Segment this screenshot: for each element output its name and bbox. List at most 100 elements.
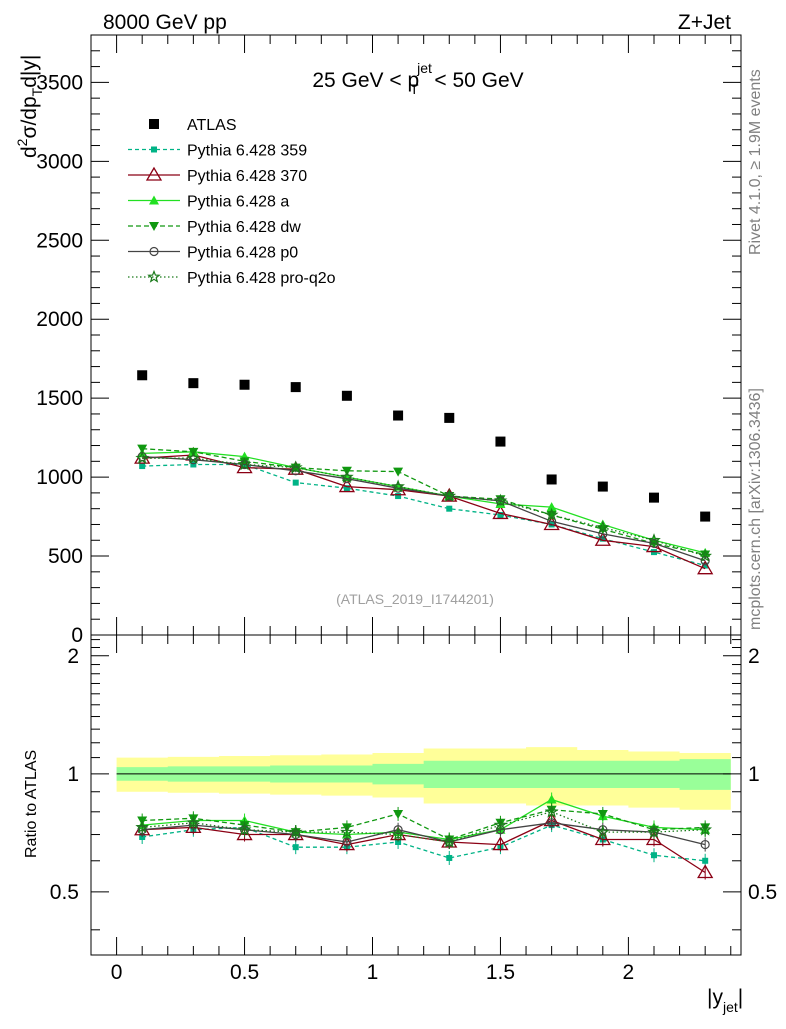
ratio-pythia-6-428-359-point [292, 844, 299, 851]
main-pythia-6-428-pro-q2o-line [142, 457, 706, 557]
main-pythia-6-428-p0-line [142, 455, 706, 562]
main-atlas-point [393, 410, 404, 421]
ratio-uncertainty-band-inner [116, 759, 731, 790]
mcplots-label: mcplots.cern.ch [arXiv:1306.3436] [747, 388, 764, 630]
main-atlas-point [290, 382, 301, 393]
main-atlas-point [648, 492, 659, 503]
ratio-xtick-label: 2 [623, 961, 635, 984]
ratio-pythia-6-428-359-point [139, 833, 146, 840]
ratio-xtick-label: 0 [111, 961, 123, 984]
main-pythia-6-428-pro-q2o-point [698, 548, 713, 562]
main-atlas-point [188, 378, 199, 389]
ratio-pythia-6-428-370-point [645, 831, 663, 846]
ratio-ylabel: Ratio to ATLAS [23, 750, 40, 858]
ratio-pythia-6-428-p0-line [142, 822, 706, 846]
ratio-pythia-6-428-pro-q2o-line [142, 811, 706, 843]
ratio-pythia-6-428-pro-q2o-point [442, 834, 457, 848]
main-pythia-6-428-359-point [599, 535, 606, 542]
ratio-pythia-6-428-359-point [446, 854, 453, 861]
ratio-pythia-6-428-370-point [594, 831, 611, 846]
legend-pythia-6-428-359-label: Pythia 6.428 359 [187, 143, 307, 160]
main-pythia-6-428-pro-q2o-point [340, 469, 354, 484]
ratio-pythia-6-428-pro-q2o-point [698, 822, 713, 836]
ratio-pythia-6-428-pro-q2o-point [288, 824, 303, 839]
main-pythia-6-428-pro-q2o-point [135, 450, 150, 464]
ratio-xtick-label: 1.5 [486, 961, 515, 984]
main-pythia-6-428-359-point [497, 512, 504, 518]
ratio-ytick-label-right: 0.5 [748, 881, 777, 904]
legend-atlas-label: ATLAS [187, 117, 237, 134]
main-ytick-label: 0 [71, 624, 83, 647]
main-ytick-label: 3500 [36, 71, 83, 94]
legend-pythia-6-428-dw-marker [149, 222, 159, 231]
main-pythia-6-428-p0-point [393, 483, 403, 493]
main-pythia-6-428-370-line [142, 454, 706, 570]
ratio-pythia-6-428-pro-q2o-point [186, 815, 201, 829]
main-atlas-point [444, 412, 455, 423]
main-pythia-6-428-pro-q2o-point [442, 488, 457, 502]
ratio-pythia-6-428-pro-q2o-point [340, 824, 354, 839]
ratio-ytick-label-right: 2 [748, 645, 760, 668]
ratio-xtick-label: 1 [367, 961, 379, 984]
ratio-pythia-6-428-dw-line [142, 809, 706, 841]
main-pythia-6-428-pro-q2o-point [544, 507, 559, 521]
ratio-pythia-6-428-359-point [395, 838, 402, 845]
main-pythia-6-428-370-point [492, 505, 509, 520]
main-pythia-6-428-p0-point [188, 455, 198, 465]
main-pythia-6-428-dw-point [393, 467, 404, 477]
ratio-pythia-6-428-370-point [697, 864, 714, 879]
legend-pythia-6-428-a-label: Pythia 6.428 a [187, 194, 289, 211]
ratio-pythia-6-428-pro-q2o-point [135, 820, 150, 834]
main-pythia-6-428-359-point [292, 479, 299, 486]
legend-pythia-6-428-dw-label: Pythia 6.428 dw [187, 219, 301, 236]
ratio-panel: 0.5 0.5 1 1 2 2 0 0.5 1 1.5 2 Ratio to ATLAS |yjet… [23, 634, 777, 1015]
main-pythia-6-428-a-point [546, 502, 557, 512]
legend-pythia-6-428-pro-q2o-marker [147, 269, 161, 283]
legend-pythia-6-428-p0-label: Pythia 6.428 p0 [187, 245, 298, 262]
ratio-xtick-label: 0.5 [230, 961, 259, 984]
legend-pythia-6-428-pro-q2o-label: Pythia 6.428 pro-q2o [187, 270, 336, 287]
main-pythia-6-428-pro-q2o-point [493, 493, 508, 507]
main-pythia-6-428-dw-point [137, 444, 148, 454]
analysis-watermark: (ATLAS_2019_I1744201) [336, 591, 494, 607]
main-atlas-point [700, 511, 711, 522]
main-pythia-6-428-359-point [343, 485, 350, 492]
legend-pythia-6-428-370-marker [145, 166, 163, 181]
ratio-pythia-6-428-359-line [142, 824, 706, 862]
ratio-pythia-6-428-359-point [650, 852, 657, 859]
main-title: 25 GeV < pjet T < 50 GeV [312, 60, 523, 97]
main-ytick-label: 3000 [36, 150, 83, 173]
main-ytick-label: 500 [48, 545, 83, 568]
ratio-ytick-label-right: 1 [748, 763, 760, 786]
main-pythia-6-428-dw-point [700, 550, 711, 560]
main-ylabel: d2σ/dpTd|y| [14, 55, 45, 158]
main-pythia-6-428-359-point [446, 505, 453, 512]
main-atlas-point [239, 379, 250, 390]
rivet-version-label: Rivet 4.1.0, ≥ 1.9M events [747, 69, 764, 255]
main-pythia-6-428-pro-q2o-point [186, 450, 201, 465]
main-pythia-6-428-pro-q2o-point [391, 479, 405, 493]
main-pythia-6-428-359-point [702, 562, 709, 569]
legend-pythia-6-428-p0-marker [149, 246, 159, 257]
main-pythia-6-428-pro-q2o-point [237, 457, 252, 471]
ratio-ytick-label: 0.5 [50, 881, 79, 904]
main-panel: 0 500 1000 1500 2000 2500 3000 3500 25 GeV < pj… [14, 34, 742, 647]
main-ytick-label: 2500 [36, 229, 83, 252]
main-pythia-6-428-359-point [190, 461, 197, 468]
main-pythia-6-428-p0-point [649, 538, 659, 549]
ratio-pythia-6-428-a-point [546, 794, 557, 804]
ratio-ytick-label: 2 [67, 645, 79, 668]
main-pythia-6-428-dw-line [142, 448, 706, 556]
ratio-pythia-6-428-pro-q2o-point [647, 824, 661, 839]
ratio-pythia-6-428-dw-point [393, 809, 404, 819]
main-atlas-point [495, 436, 506, 447]
ratio-pythia-6-428-pro-q2o-point [493, 817, 508, 831]
main-pythia-6-428-370-point [338, 478, 356, 493]
ratio-pythia-6-428-dw-point [597, 809, 608, 819]
ratio-ytick-label: 1 [67, 763, 79, 786]
ratio-pythia-6-428-p0-point [700, 839, 710, 850]
main-pythia-6-428-pro-q2o-point [288, 460, 303, 474]
main-pythia-6-428-pro-q2o-point [647, 533, 661, 547]
main-pythia-6-428-370-point [697, 560, 714, 575]
